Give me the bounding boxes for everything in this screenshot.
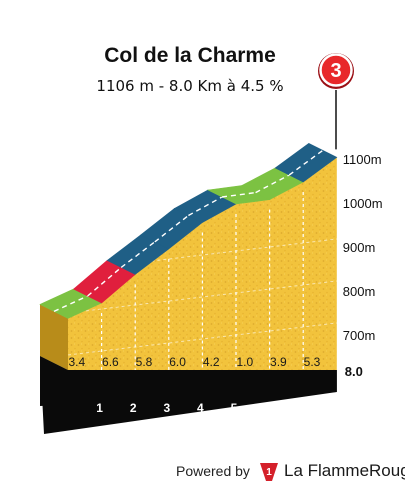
km-tick-label: 2 xyxy=(130,401,137,415)
centre-line xyxy=(154,214,189,243)
powered-by-label: Powered by xyxy=(176,463,250,479)
segment-gradient-label: 6.6 xyxy=(102,355,119,369)
km-tick-label: 7 xyxy=(298,401,305,415)
footer: Powered by 1 La FlammeRouge xyxy=(176,460,405,484)
km-tick-label: 5 xyxy=(231,401,238,415)
flame-one-icon: 1 xyxy=(260,463,278,481)
km-scale-plate-top xyxy=(40,356,337,434)
category-badge xyxy=(319,53,353,87)
km-tick-label: 4 xyxy=(197,401,204,415)
centre-line xyxy=(87,266,122,297)
elevation-tick-label: 900m xyxy=(343,240,376,255)
segment-gradient-label: 1.0 xyxy=(236,355,253,369)
centre-line xyxy=(288,149,324,176)
elevation-tick-label: 1100m xyxy=(343,152,382,167)
centre-line xyxy=(255,174,290,194)
centre-line xyxy=(120,241,156,268)
climb-summary: 1106 m - 8.0 Km à 4.5 % xyxy=(96,77,284,95)
brand-name: La FlammeRouge xyxy=(284,461,405,480)
svg-text:1: 1 xyxy=(266,467,272,478)
segment-gradient-label: 5.8 xyxy=(136,355,153,369)
centre-line xyxy=(53,295,88,313)
segment-gradient-label: 5.3 xyxy=(304,355,321,369)
km-tick-label: 6 xyxy=(264,401,271,415)
elevation-tick-label: 1000m xyxy=(343,196,383,211)
segment-gradient-label: 3.4 xyxy=(68,355,85,369)
elevation-tick-label: 800m xyxy=(343,284,376,299)
segment-gradient-label: 4.2 xyxy=(203,355,220,369)
km-tick-label: 3 xyxy=(163,401,170,415)
centre-line xyxy=(221,191,256,198)
category-badge-value: 3 xyxy=(330,60,341,82)
segment-gradient-label: 3.9 xyxy=(270,355,287,369)
centre-line xyxy=(188,196,223,217)
km-tick-label: 1 xyxy=(96,401,103,415)
climb-title: Col de la Charme xyxy=(104,44,276,67)
profile-side-face xyxy=(40,304,68,370)
elevation-tick-label: 700m xyxy=(343,328,376,343)
segment-gradient-label: 6.0 xyxy=(169,355,186,369)
distance-end-label: 8.0 xyxy=(345,364,363,379)
